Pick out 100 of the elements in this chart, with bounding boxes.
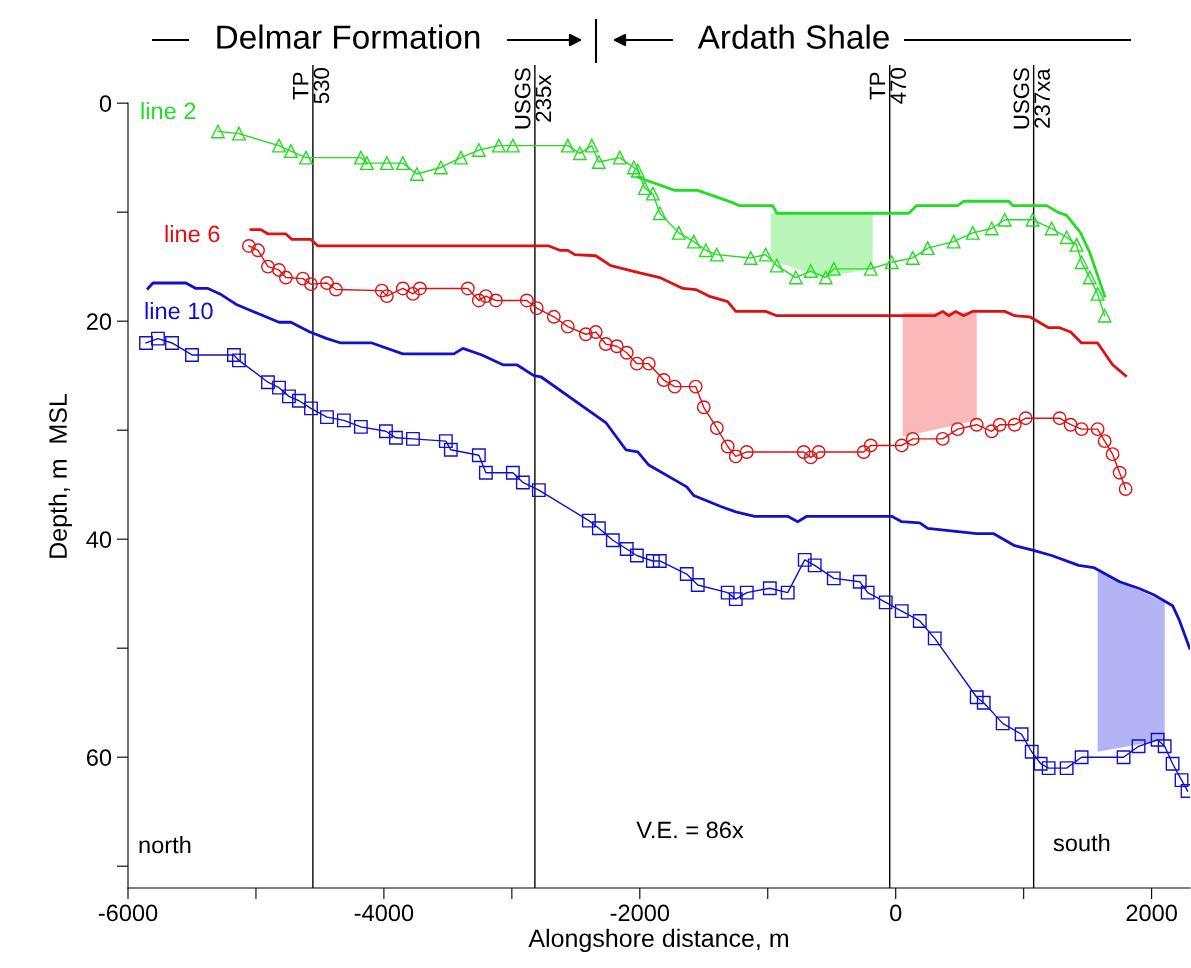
point — [272, 262, 286, 277]
point — [588, 325, 603, 340]
point — [211, 124, 225, 139]
point — [1069, 237, 1084, 252]
point — [619, 345, 634, 360]
point — [488, 293, 503, 308]
point — [935, 431, 950, 446]
point — [433, 160, 448, 175]
point — [1090, 422, 1105, 437]
point — [328, 282, 343, 297]
point — [920, 241, 935, 256]
y-axis-title: Depth, m MSL — [48, 393, 72, 558]
point — [984, 424, 999, 439]
point — [686, 234, 701, 249]
line-series — [146, 281, 1190, 650]
point — [965, 225, 980, 240]
point — [950, 422, 965, 437]
point — [811, 445, 826, 459]
point — [304, 277, 318, 292]
point — [478, 289, 493, 304]
point — [769, 258, 784, 273]
point — [395, 281, 410, 296]
point — [856, 445, 871, 459]
point — [709, 421, 724, 435]
x-tick-label: -4000 — [354, 904, 414, 922]
point — [645, 186, 660, 201]
point — [626, 160, 641, 175]
point — [698, 243, 713, 258]
line-series — [249, 228, 1128, 378]
point — [728, 449, 743, 464]
ref-line-label: TP 470 — [869, 68, 907, 104]
point — [1090, 286, 1105, 301]
point — [630, 163, 645, 178]
ref-line-label: USGS 235x — [514, 68, 552, 129]
point — [609, 339, 624, 354]
y-tick-label: 20 — [86, 313, 112, 330]
point — [652, 206, 667, 221]
point — [409, 167, 424, 181]
point — [591, 155, 606, 169]
y-tick-label: 60 — [86, 749, 112, 766]
x-tick-label: -2000 — [610, 904, 670, 922]
point — [560, 138, 575, 153]
point — [505, 138, 520, 153]
point — [788, 270, 803, 285]
point — [946, 234, 961, 249]
point — [803, 450, 818, 465]
point — [1074, 422, 1089, 437]
point — [1025, 212, 1040, 227]
point — [969, 417, 984, 432]
point — [667, 379, 682, 394]
point — [884, 255, 899, 270]
point — [671, 225, 686, 240]
point — [997, 212, 1012, 227]
point — [739, 445, 754, 459]
annotation: north — [139, 835, 191, 854]
point — [1018, 411, 1033, 426]
point — [758, 247, 773, 262]
point — [612, 150, 627, 165]
text: Ardath Shale — [697, 24, 889, 49]
point — [984, 221, 999, 236]
point — [905, 250, 920, 265]
point — [1097, 434, 1112, 449]
point — [283, 144, 298, 159]
point — [251, 243, 265, 258]
point — [278, 270, 293, 285]
point — [1097, 308, 1112, 323]
point — [546, 309, 561, 324]
x-tick-label: -6000 — [98, 904, 158, 922]
point — [796, 445, 811, 459]
point — [320, 276, 334, 290]
point — [1007, 417, 1022, 432]
point — [572, 146, 587, 161]
x-axis-title: Alongshore distance, m — [528, 928, 788, 953]
series-label: line 10 — [145, 301, 213, 320]
x-tick-label: 0 — [890, 904, 902, 922]
point — [894, 438, 909, 453]
point — [471, 143, 486, 157]
ref-line-label: TP 530 — [292, 68, 330, 104]
annotation: V.E. = 86x — [636, 821, 744, 839]
point — [803, 264, 818, 278]
point — [743, 250, 758, 265]
y-tick-label: 0 — [99, 95, 112, 112]
point — [826, 261, 841, 276]
point — [1052, 411, 1067, 426]
point — [231, 126, 246, 141]
point — [1074, 255, 1089, 270]
point — [863, 261, 878, 276]
point — [560, 319, 575, 334]
point — [299, 150, 313, 165]
ref-line-label: USGS 237xa — [1013, 68, 1050, 129]
point — [519, 293, 534, 308]
point — [241, 239, 256, 253]
point — [529, 301, 544, 316]
point — [261, 259, 275, 274]
annotation: south — [1053, 833, 1110, 852]
point — [412, 281, 427, 296]
point — [1105, 447, 1120, 462]
text: Delmar Formation — [217, 24, 480, 49]
point — [688, 379, 703, 394]
point — [1112, 465, 1127, 480]
